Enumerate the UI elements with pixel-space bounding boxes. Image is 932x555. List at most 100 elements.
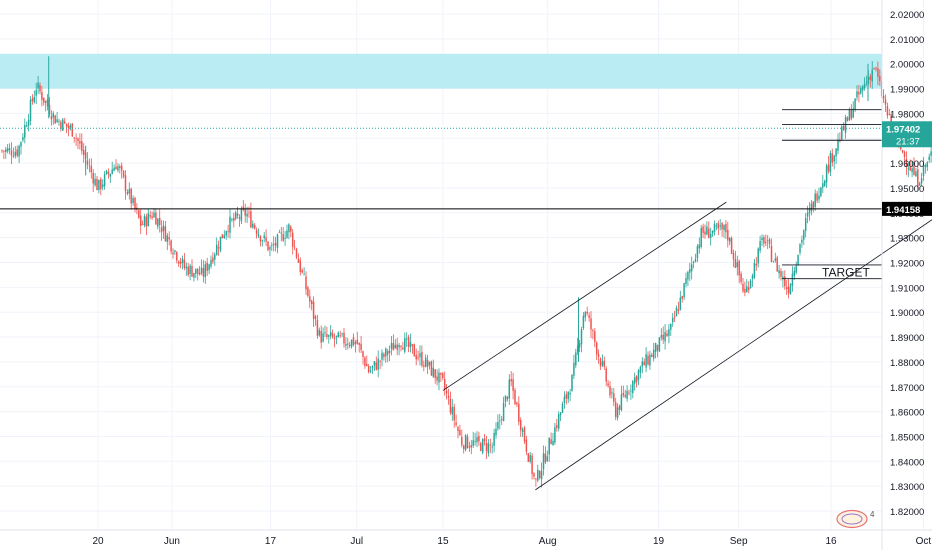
candles (1, 56, 932, 488)
candle-body (350, 339, 353, 347)
candle-body (398, 344, 400, 348)
candle-body (322, 333, 324, 342)
candle-body (803, 230, 805, 240)
time-tick-label: Oct (916, 536, 932, 547)
candle-body (307, 287, 309, 296)
candle-body (400, 346, 402, 348)
candle-body (113, 167, 115, 171)
candle-body (193, 272, 195, 278)
candle-body (356, 339, 359, 344)
candle-body (785, 287, 788, 289)
time-tick-label: 19 (653, 536, 665, 547)
candle-body (656, 344, 659, 351)
candle-body (861, 86, 864, 91)
candle-body (240, 209, 243, 222)
candle-body (77, 138, 79, 142)
candle-body (814, 193, 816, 207)
candle-body (537, 469, 539, 481)
candle-body (671, 317, 674, 323)
channel-lower-line[interactable] (535, 171, 932, 491)
candle-body (632, 381, 634, 394)
candle-body (440, 372, 442, 375)
candle-body (231, 219, 233, 220)
candle-body (483, 438, 486, 442)
candle-body (586, 311, 588, 314)
candle-body (510, 379, 512, 382)
candle-body (373, 361, 376, 366)
candle-body (485, 442, 488, 451)
candle-body (915, 171, 917, 177)
candle-body (214, 254, 216, 260)
candle-body (82, 149, 85, 155)
candle-body (451, 407, 454, 415)
candle-body (103, 174, 106, 187)
candle-body (538, 471, 541, 479)
candle-body (392, 343, 395, 351)
candle-body (134, 197, 136, 209)
candle-body (806, 212, 809, 217)
price-tick-label: 2.02000 (890, 10, 924, 21)
candle-body (763, 237, 765, 244)
candle-body (556, 425, 558, 428)
candle-body (423, 365, 425, 367)
candle-body (573, 362, 575, 376)
candle-body (333, 337, 336, 340)
candle-body (417, 357, 419, 359)
candle-body (234, 212, 237, 219)
candle-body (35, 90, 37, 96)
candle-body (75, 138, 77, 139)
candle-body (879, 75, 881, 82)
candle-body (525, 439, 528, 452)
candle-body (164, 226, 167, 242)
candle-body (689, 269, 691, 273)
channel-upper-line[interactable] (442, 201, 727, 391)
candle-body (67, 125, 70, 129)
candle-body (244, 208, 246, 216)
candle-body (426, 359, 429, 367)
price-tick-label: 1.91000 (890, 283, 924, 294)
price-tick-label: 2.01000 (890, 35, 924, 46)
candle-body (846, 117, 849, 122)
candle-body (404, 338, 406, 352)
candle-body (863, 83, 866, 89)
candle-body (33, 96, 36, 103)
candle-body (746, 286, 748, 293)
candle-body (187, 266, 189, 275)
drawings[interactable] (0, 109, 932, 491)
candle-body (478, 435, 480, 442)
candle-body (708, 228, 710, 239)
candle-body (877, 68, 879, 77)
price-tick-label: 1.88000 (890, 358, 924, 369)
candle-body (461, 436, 463, 445)
target-label: TARGET (822, 266, 870, 280)
candle-body (126, 192, 129, 194)
candle-body (371, 366, 374, 369)
candle-body (5, 149, 7, 152)
price-tick-label: 1.92000 (890, 259, 924, 270)
candle-body (903, 152, 906, 157)
candle-body (514, 390, 516, 405)
current-price-label: 1.97402 (886, 124, 920, 135)
price-tick-label: 1.84000 (890, 457, 924, 468)
resistance-zone[interactable] (0, 53, 882, 89)
candle-body (622, 393, 625, 396)
candle-body (886, 106, 889, 116)
candle-body (459, 430, 461, 436)
candle-body (603, 360, 606, 367)
candle-body (576, 345, 579, 353)
candle-body (827, 164, 830, 172)
candle-body (810, 203, 813, 211)
candle-body (487, 443, 490, 454)
candle-body (825, 165, 828, 183)
candle-body (212, 257, 214, 262)
candle-body (527, 453, 530, 462)
candle-body (396, 344, 398, 350)
horizontal-level-label: 1.94158 (886, 205, 920, 216)
candle-body (474, 441, 476, 443)
candle-body (869, 76, 872, 80)
time-tick-label: Jul (350, 536, 363, 547)
candle-body (637, 370, 640, 380)
candle-body (928, 156, 930, 160)
